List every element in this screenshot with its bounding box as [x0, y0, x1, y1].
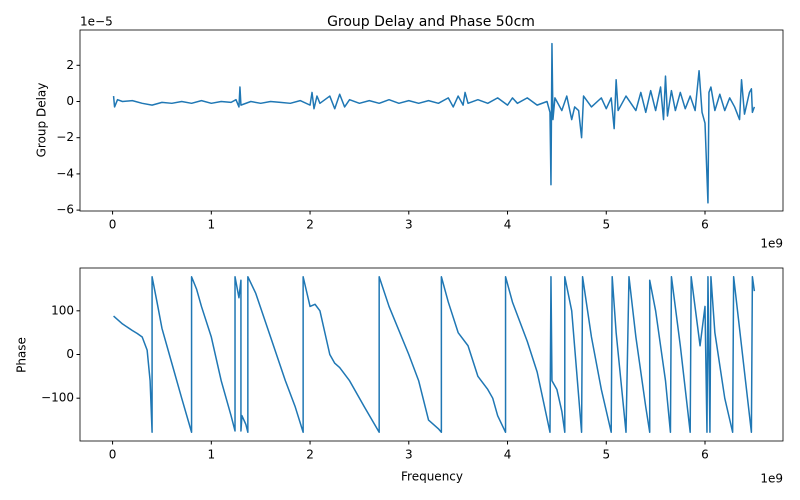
- x-tick-label: 4: [504, 218, 512, 232]
- y-tick-label: −2: [56, 130, 74, 144]
- x-offset-label: 1e9: [760, 237, 783, 251]
- x-tick-label: 0: [109, 218, 117, 232]
- x-tick-label: 5: [602, 448, 610, 462]
- y-tick-label: 0: [66, 94, 74, 108]
- y-axis-label: Phase: [15, 337, 29, 373]
- x-tick-label: 0: [109, 448, 117, 462]
- y-tick-label: −6: [56, 203, 74, 217]
- axes-frame: [79, 29, 784, 212]
- x-tick-label: 3: [405, 448, 413, 462]
- x-tick-label: 2: [306, 218, 314, 232]
- y-tick-label: −100: [41, 391, 74, 405]
- y-tick-label: 0: [66, 347, 74, 361]
- axes-frame: [79, 267, 784, 442]
- y-tick-label: 2: [66, 58, 74, 72]
- x-tick-label: 1: [207, 218, 215, 232]
- x-tick-label: 2: [306, 448, 314, 462]
- data-line: [112, 42, 756, 204]
- chart-title: Group Delay and Phase 50cm: [327, 14, 535, 30]
- x-tick-label: 1: [207, 448, 215, 462]
- y-offset-label: 1e−5: [80, 15, 113, 29]
- x-axis-label: Frequency: [401, 470, 463, 484]
- y-tick-label: −4: [56, 166, 74, 180]
- x-tick-label: 6: [701, 218, 709, 232]
- y-axis-label: Group Delay: [35, 83, 49, 158]
- x-tick-label: 3: [405, 218, 413, 232]
- x-offset-label: 1e9: [760, 472, 783, 486]
- x-tick-label: 5: [602, 218, 610, 232]
- x-tick-label: 4: [504, 448, 512, 462]
- x-tick-label: 6: [701, 448, 709, 462]
- y-tick-label: 100: [51, 303, 74, 317]
- data-line: [113, 275, 756, 434]
